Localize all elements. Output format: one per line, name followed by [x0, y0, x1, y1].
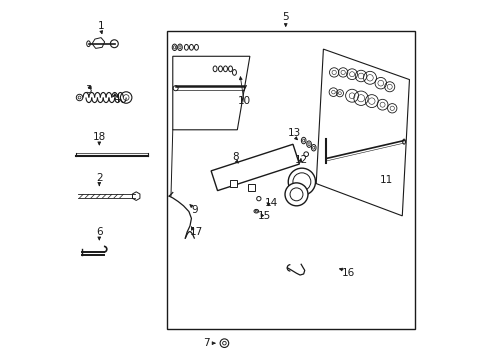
- Text: 16: 16: [341, 268, 354, 278]
- Text: 1: 1: [98, 21, 104, 31]
- Text: 3: 3: [85, 85, 92, 95]
- Text: 10: 10: [238, 96, 250, 106]
- Text: 12: 12: [295, 155, 308, 165]
- Circle shape: [285, 183, 307, 206]
- Polygon shape: [211, 144, 299, 191]
- Text: 4: 4: [114, 94, 120, 104]
- Circle shape: [287, 168, 315, 195]
- Bar: [247, 184, 255, 192]
- Text: 14: 14: [264, 198, 278, 208]
- Text: 13: 13: [287, 129, 301, 138]
- Text: 5: 5: [282, 12, 288, 22]
- Text: 8: 8: [232, 152, 238, 162]
- Text: 9: 9: [191, 206, 197, 216]
- Text: 11: 11: [379, 175, 392, 185]
- Bar: [230, 180, 237, 187]
- Text: 15: 15: [257, 211, 270, 221]
- Text: 6: 6: [96, 227, 102, 237]
- Bar: [167, 31, 414, 329]
- Text: 17: 17: [189, 227, 203, 237]
- Text: 2: 2: [96, 173, 102, 183]
- Text: 7: 7: [203, 338, 210, 348]
- Text: 18: 18: [92, 132, 106, 142]
